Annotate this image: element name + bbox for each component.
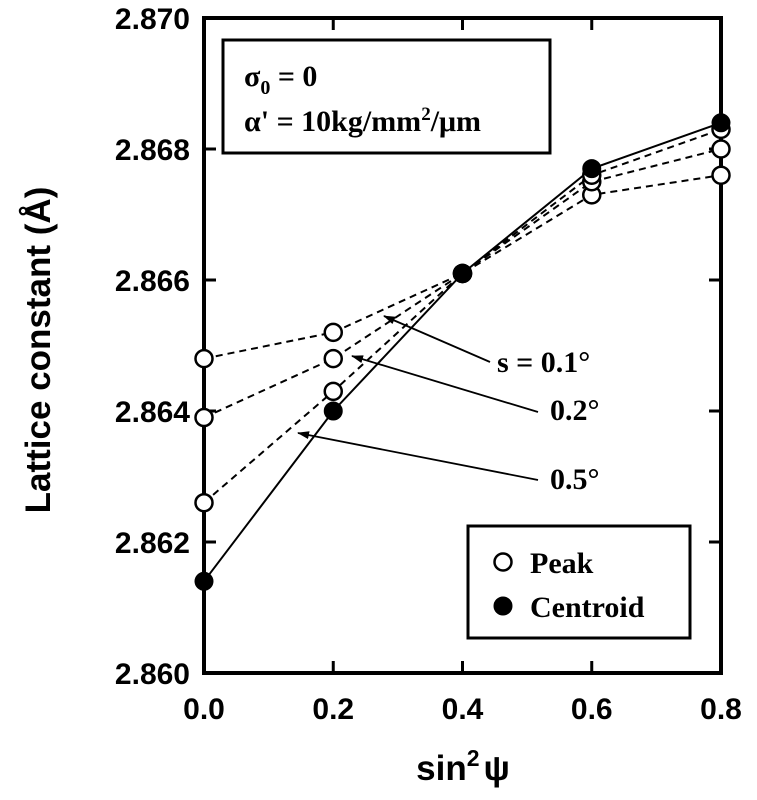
conditions-sigma: σ0 = 0 (244, 60, 317, 99)
annotation-label-0.2: 0.2° (550, 394, 600, 427)
annotation-pointer-0.2 (351, 355, 539, 413)
x-tick-label: 0.6 (571, 693, 613, 726)
x-tick-label: 0.8 (700, 693, 742, 726)
legend-label-peak: Peak (530, 547, 594, 580)
y-tick-label: 2.870 (115, 3, 190, 36)
series-line-1 (203, 148, 722, 419)
x-axis: 0.0 0.2 0.4 0.6 0.8 (183, 18, 742, 726)
y-tick-label: 2.864 (115, 396, 190, 429)
data-point-series-1-0 (194, 407, 214, 428)
series-annotations: s = 0.1° 0.2° 0.5° (297, 315, 600, 496)
y-axis-title: Lattice constant (Å) (18, 187, 58, 514)
data-point-series-0-1 (323, 322, 343, 343)
conditions-alpha: α' = 10kg/mm2/μm (244, 104, 481, 138)
legend: Peak Centroid (466, 524, 692, 640)
data-point-series-3-4 (711, 113, 731, 133)
y-tick-label: 2.868 (115, 134, 190, 167)
legend-label-centroid: Centroid (530, 591, 645, 624)
legend-marker-peak (493, 552, 513, 572)
annotation-pointer-0.1 (383, 315, 491, 363)
data-point-series-2-0 (194, 492, 214, 513)
x-tick-label: 0.4 (442, 693, 484, 726)
data-point-series-3-0 (194, 571, 214, 591)
x-tick-label: 0.0 (183, 693, 225, 726)
x-axis-title-superscript: 2 (467, 745, 480, 771)
annotation-label-0.5: 0.5° (550, 463, 600, 496)
conditions-box: σ0 = 0 α' = 10kg/mm2/μm (221, 38, 552, 155)
data-point-series-1-4 (711, 139, 731, 159)
series-markers (194, 113, 731, 591)
y-tick-label: 2.860 (115, 658, 190, 691)
series-line-2 (203, 128, 722, 504)
y-tick-label: 2.862 (115, 527, 190, 560)
annotation-label-0.1: s = 0.1° (497, 346, 590, 379)
x-axis-title-psi: ψ (484, 749, 510, 788)
conditions-sigma-subscript: 0 (260, 77, 270, 99)
data-point-series-3-1 (323, 401, 343, 421)
series-line-3 (203, 121, 722, 582)
annotation-pointer-0.5 (297, 431, 539, 481)
data-point-series-0-0 (194, 348, 214, 369)
series-layer (194, 113, 731, 591)
data-point-series-2-1 (323, 381, 343, 402)
series-lines (203, 121, 722, 582)
y-tick-label: 2.866 (115, 265, 190, 298)
x-axis-title: sin2 ψ (416, 745, 510, 788)
data-point-series-0-4 (711, 165, 731, 185)
data-point-series-3-3 (582, 159, 602, 179)
conditions-alpha-superscript: 2 (421, 104, 431, 125)
x-tick-label: 0.2 (312, 693, 354, 726)
series-line-0 (203, 174, 722, 360)
data-point-series-1-1 (323, 348, 343, 369)
data-point-series-3-2 (453, 263, 472, 283)
legend-marker-centroid (493, 596, 513, 616)
